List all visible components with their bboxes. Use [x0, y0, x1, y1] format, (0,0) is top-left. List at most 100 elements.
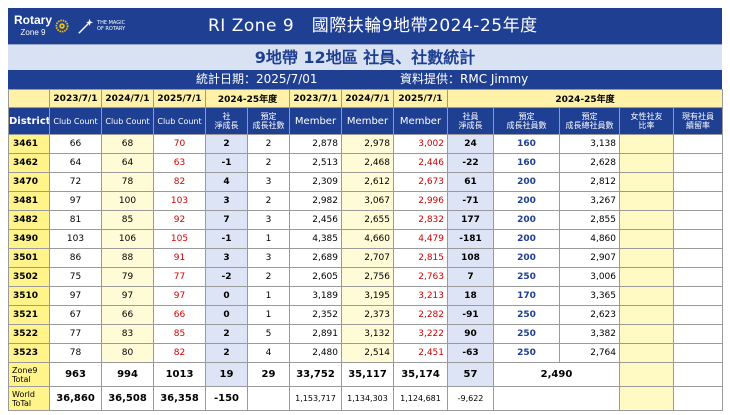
club-count-cell: 100: [101, 191, 154, 211]
planned-total-cell: 3,267: [559, 191, 620, 211]
world-total-row: World ToTal 36,860 36,508 36,358 -150 1,153,71…: [8, 386, 723, 411]
retention-cell: [673, 343, 723, 363]
member-header: Member: [341, 107, 394, 135]
planned-total-cell: 2,907: [559, 248, 620, 268]
member-cell: 3,195: [341, 286, 394, 306]
zone-total-row: Zone9 Total 963 994 1013 19 29 33,752 35,117 35,1…: [8, 362, 723, 387]
member-net-cell: 108: [447, 248, 494, 268]
club-net-cell: -2: [205, 267, 248, 287]
member-cell: 2,309: [289, 172, 342, 192]
female-ratio-cell: [619, 305, 674, 325]
club-count-cell: 63: [153, 153, 206, 173]
year-cell: 2023/7/1: [289, 89, 342, 108]
planned-clubs-cell: 3: [247, 172, 290, 192]
member-cell: 2,763: [393, 267, 448, 287]
planned-member-growth-header: 預定 成長社員數: [493, 107, 560, 135]
year-header-row: 2023/7/1 2024/7/1 2025/7/1 2024-25年度 202…: [8, 89, 723, 108]
table-row: 3482 81 85 92 7 3 2,456 2,655 2,832 177 200 2,855: [8, 210, 723, 230]
member-cell: 2,982: [289, 191, 342, 211]
member-cell: 3,213: [393, 286, 448, 306]
club-net-cell: 2: [205, 343, 248, 363]
planned-total-cell: 3,365: [559, 286, 620, 306]
club-count-cell: 82: [153, 343, 206, 363]
planned-member-growth-cell: 200: [493, 248, 560, 268]
club-count-header: Club Count: [49, 107, 102, 135]
club-count-cell: 80: [101, 343, 154, 363]
member-net-cell: 177: [447, 210, 494, 230]
table-row: 3502 75 79 77 -2 2 2,605 2,756 2,763 7 250 3,006: [8, 267, 723, 287]
female-ratio-cell: [619, 267, 674, 287]
club-count-cell: 103: [49, 229, 102, 249]
info-bar: 統計日期：2025/7/01 資料提供：RMC Jimmy: [8, 70, 722, 89]
planned-member-growth-cell: 250: [493, 267, 560, 287]
member-net-cell: 90: [447, 324, 494, 344]
header-banner: Rotary Zone 9 THE MAGIC OF ROTARY RI Zon…: [8, 8, 722, 44]
district-cell: 3510: [8, 286, 50, 306]
planned-member-growth-cell: 2,490: [493, 362, 620, 387]
club-count-cell: 36,508: [101, 386, 154, 411]
logo-zone: Zone 9: [20, 27, 46, 37]
club-count-cell: 78: [49, 343, 102, 363]
member-cell: 2,513: [289, 153, 342, 173]
member-cell: 2,451: [393, 343, 448, 363]
planned-member-growth-cell: 200: [493, 210, 560, 230]
table-row: 3521 67 66 66 0 1 2,352 2,373 2,282 -91 250 2,623: [8, 305, 723, 325]
club-count-header: Club Count: [153, 107, 206, 135]
member-cell: 2,832: [393, 210, 448, 230]
club-count-cell: 77: [49, 324, 102, 344]
planned-clubs-cell: 29: [247, 362, 290, 387]
planned-clubs-cell: [247, 386, 290, 411]
retention-cell: [673, 191, 723, 211]
female-ratio-header: 女性社友 比率: [619, 107, 674, 135]
retention-cell: [673, 172, 723, 192]
planned-total-cell: 2,812: [559, 172, 620, 192]
club-count-cell: 86: [49, 248, 102, 268]
member-cell: 2,878: [289, 134, 342, 154]
planned-clubs-cell: 2: [247, 191, 290, 211]
retention-cell: [673, 386, 723, 411]
member-net-cell: -63: [447, 343, 494, 363]
planned-total-cell: 2,628: [559, 153, 620, 173]
member-net-cell: 24: [447, 134, 494, 154]
retention-cell: [673, 324, 723, 344]
planned-member-growth-cell: 200: [493, 229, 560, 249]
female-ratio-cell: [619, 210, 674, 230]
member-net-cell: 57: [447, 362, 494, 387]
member-net-cell: -9,622: [447, 386, 494, 411]
banner-title: RI Zone 9 國際扶輪9地帶2024-25年度: [208, 16, 538, 36]
member-cell: 2,756: [341, 267, 394, 287]
member-cell: 2,891: [289, 324, 342, 344]
member-cell: 2,373: [341, 305, 394, 325]
year-cell: 2024-25年度: [205, 89, 290, 108]
planned-member-growth-cell: 160: [493, 134, 560, 154]
member-net-cell: -22: [447, 153, 494, 173]
club-count-cell: 36,358: [153, 386, 206, 411]
club-net-cell: 3: [205, 248, 248, 268]
year-cell: 2024-25年度: [447, 89, 723, 108]
club-count-cell: 105: [153, 229, 206, 249]
year-cell: 2025/7/1: [153, 89, 206, 108]
planned-clubs-cell: 4: [247, 343, 290, 363]
member-cell: 4,385: [289, 229, 342, 249]
member-cell: 3,002: [393, 134, 448, 154]
club-net-cell: 19: [205, 362, 248, 387]
district-cell: 3521: [8, 305, 50, 325]
club-count-cell: 66: [101, 305, 154, 325]
member-cell: 33,752: [289, 362, 342, 387]
club-count-cell: 994: [101, 362, 154, 387]
club-count-cell: 64: [101, 153, 154, 173]
stats-table: 2023/7/1 2024/7/1 2025/7/1 2024-25年度 202…: [8, 89, 723, 411]
club-count-cell: 82: [153, 172, 206, 192]
planned-member-growth-cell: 250: [493, 343, 560, 363]
district-cell: 3490: [8, 229, 50, 249]
planned-total-header: 預定 成長總社員數: [559, 107, 620, 135]
member-cell: 2,612: [341, 172, 394, 192]
member-net-cell: -71: [447, 191, 494, 211]
table-row: 3522 77 83 85 2 5 2,891 3,132 3,222 90 250 3,382: [8, 324, 723, 344]
member-net-header: 社員 淨成長: [447, 107, 494, 135]
club-count-cell: 81: [49, 210, 102, 230]
club-count-cell: 97: [153, 286, 206, 306]
club-net-cell: -150: [205, 386, 248, 411]
planned-member-growth-cell: [493, 386, 620, 411]
member-cell: 2,446: [393, 153, 448, 173]
